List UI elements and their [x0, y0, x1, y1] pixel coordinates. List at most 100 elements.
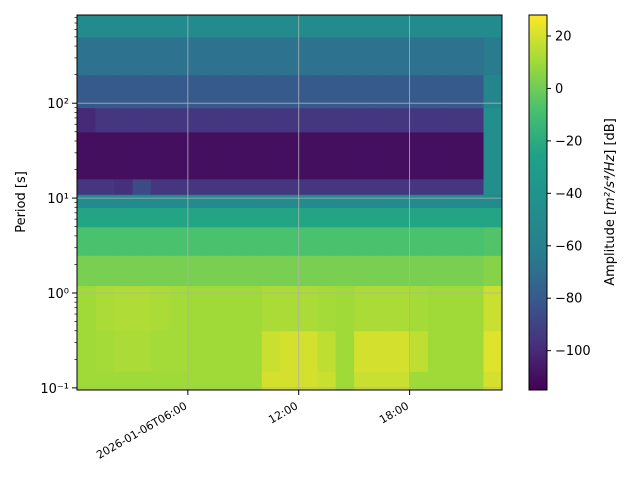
heatmap-cell [95, 207, 115, 228]
heatmap-cell [335, 107, 355, 133]
heatmap-cell [335, 330, 355, 372]
heatmap-cell [391, 74, 411, 109]
heatmap-cell [446, 194, 466, 208]
heatmap-cell [280, 194, 300, 208]
heatmap-cell [428, 74, 448, 109]
heatmap-cell [132, 178, 152, 195]
heatmap-cell [354, 107, 374, 133]
heatmap-cell [187, 131, 207, 180]
heatmap-cell [132, 15, 152, 38]
heatmap-cell [391, 36, 411, 76]
heatmap-cell [95, 371, 115, 390]
heatmap-cell [428, 36, 448, 76]
heatmap-cell [150, 285, 170, 332]
heatmap-cell [409, 226, 429, 256]
heatmap-cell [409, 178, 429, 195]
heatmap-cell [428, 15, 448, 38]
heatmap-cell [298, 107, 318, 133]
heatmap-cell [409, 207, 429, 228]
heatmap-cell [243, 285, 263, 332]
heatmap-cell [132, 330, 152, 372]
heatmap-cell [95, 36, 115, 76]
heatmap-cell [187, 285, 207, 332]
heatmap-cell [446, 36, 466, 76]
heatmap-cell [483, 285, 502, 332]
heatmap-cell [446, 15, 466, 38]
heatmap-cell [206, 178, 226, 195]
heatmap-cell [372, 330, 392, 372]
heatmap-cell [428, 330, 448, 372]
heatmap-cell [169, 107, 189, 133]
heatmap-cell [372, 207, 392, 228]
heatmap-cell [446, 178, 466, 195]
heatmap-cell [132, 207, 152, 228]
heatmap-cell [372, 178, 392, 195]
heatmap-cell [261, 131, 281, 180]
heatmap-cell [391, 131, 411, 180]
heatmap-cell [465, 36, 485, 76]
heatmap-cell [77, 131, 97, 180]
heatmap-cell [261, 226, 281, 256]
heatmap-cell [169, 131, 189, 180]
heatmap-cell [95, 131, 115, 180]
heatmap-cell [77, 371, 97, 390]
heatmap-cell [483, 131, 502, 180]
heatmap-cell [446, 74, 466, 109]
heatmap-cell [243, 74, 263, 109]
heatmap-cell [428, 131, 448, 180]
colorbar-tick-label: −100 [555, 344, 591, 359]
heatmap-cell [243, 15, 263, 38]
heatmap-cell [354, 131, 374, 180]
heatmap-cell [224, 178, 244, 195]
heatmap-cell [261, 330, 281, 372]
heatmap-cell [224, 226, 244, 256]
heatmap-cell [409, 371, 429, 390]
heatmap-cell [372, 15, 392, 38]
heatmap-cell [483, 255, 502, 287]
heatmap-cell [465, 207, 485, 228]
heatmap-cell [77, 255, 97, 287]
heatmap-cell [224, 107, 244, 133]
heatmap-cell [280, 285, 300, 332]
heatmap-cell [261, 207, 281, 228]
heatmap-cell [206, 74, 226, 109]
heatmap-cell [317, 36, 337, 76]
y-axis: 10⁻¹ 10⁰ 10¹ 10² [40, 17, 77, 397]
heatmap-cell [354, 226, 374, 256]
heatmap-cell [150, 194, 170, 208]
heatmap-cell [169, 226, 189, 256]
heatmap-cell [280, 330, 300, 372]
heatmap-cell [95, 255, 115, 287]
heatmap-cell [224, 330, 244, 372]
heatmap-cell [465, 255, 485, 287]
heatmap-cell [113, 131, 134, 180]
heatmap-cell [483, 107, 502, 133]
heatmap-cell [187, 207, 207, 228]
heatmap-cell [261, 74, 281, 109]
heatmap-cell [206, 131, 226, 180]
heatmap-cell [261, 178, 281, 195]
heatmap-cell [354, 371, 374, 390]
heatmap-cell [465, 178, 485, 195]
heatmap-cell [335, 255, 355, 287]
heatmap-cell [483, 15, 502, 38]
heatmap-cell [132, 74, 152, 109]
heatmap-cell [317, 330, 337, 372]
heatmap-cell [77, 207, 97, 228]
heatmap-cell [483, 226, 502, 256]
heatmap-cell [446, 107, 466, 133]
heatmap-cell [335, 131, 355, 180]
heatmap-cell [483, 36, 502, 76]
heatmap-cell [150, 226, 170, 256]
heatmap-cell [465, 74, 485, 109]
x-tick-label: 18:00 [377, 399, 411, 426]
heatmap-cell [261, 15, 281, 38]
heatmap-cell [483, 194, 502, 208]
heatmap-cell [77, 330, 97, 372]
heatmap-cell [187, 36, 207, 76]
heatmap-cell [243, 207, 263, 228]
heatmap-cell [132, 255, 152, 287]
heatmap-cell [428, 207, 448, 228]
heatmap-cell [280, 36, 300, 76]
heatmap-cell [354, 194, 374, 208]
